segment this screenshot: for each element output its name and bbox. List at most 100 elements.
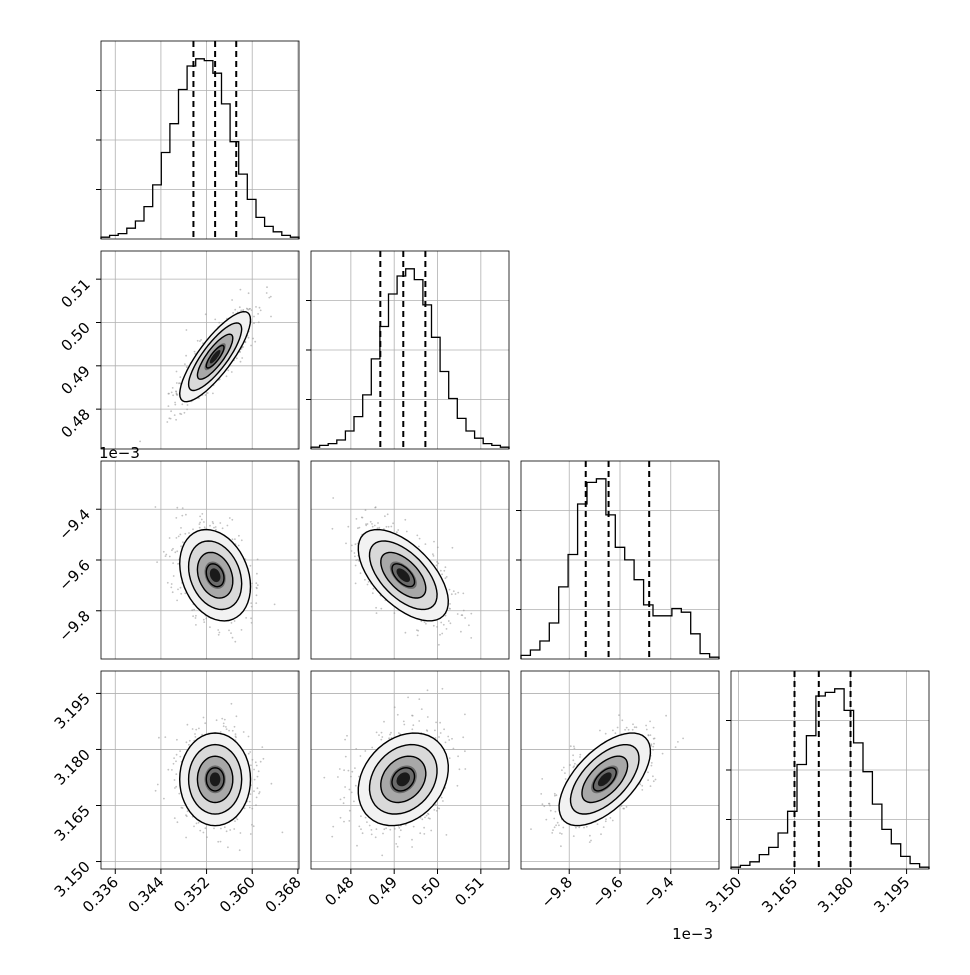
scatter-point <box>196 339 199 342</box>
scatter-point <box>652 780 655 783</box>
scatter-point <box>403 723 406 726</box>
density-fill-4 <box>209 568 221 583</box>
scatter-point <box>358 526 361 529</box>
scatter-point <box>228 629 230 632</box>
scatter-point <box>249 307 251 310</box>
scatter-point <box>348 809 351 812</box>
scatter-point <box>371 525 374 528</box>
scatter-point <box>366 523 369 525</box>
scatter-point <box>380 731 383 734</box>
scatter-point <box>370 833 373 836</box>
scatter-point <box>332 825 335 828</box>
scatter-point <box>252 337 255 340</box>
scatter-point <box>387 525 390 528</box>
scatter-point <box>221 717 224 720</box>
scatter-point <box>200 518 203 521</box>
scatter-point <box>166 581 169 584</box>
scatter-point <box>348 788 351 791</box>
scatter-point <box>168 555 171 558</box>
scatter-point <box>439 732 442 734</box>
scatter-point <box>444 741 447 744</box>
scatter-point <box>564 772 566 774</box>
scatter-point <box>185 329 188 331</box>
scatter-point <box>612 729 614 732</box>
scatter-point <box>239 351 242 353</box>
scatter-point <box>458 768 461 771</box>
density-panel-1-0 <box>100 250 300 450</box>
scatter-point <box>193 608 196 611</box>
scatter-point <box>462 592 465 595</box>
scatter-point <box>572 754 574 757</box>
x-tick-label: −9.8 <box>538 873 576 911</box>
scatter-point <box>464 713 466 716</box>
scatter-point <box>339 798 342 801</box>
scatter-point <box>218 321 221 324</box>
scatter-point <box>238 534 240 537</box>
scatter-point <box>164 736 167 738</box>
scatter-point <box>156 783 159 786</box>
scatter-point <box>425 622 427 625</box>
scatter-point <box>194 617 197 619</box>
scatter-point <box>179 586 182 589</box>
scatter-point <box>416 534 419 537</box>
scatter-point <box>569 745 572 748</box>
scatter-point <box>235 357 238 360</box>
scatter-point <box>392 522 394 525</box>
scatter-point <box>347 769 350 772</box>
hist-panel-0 <box>96 40 300 240</box>
scatter-point <box>674 746 677 748</box>
scatter-point <box>180 527 182 529</box>
scatter-point <box>250 764 252 767</box>
scatter-point <box>204 827 207 830</box>
scatter-point <box>385 827 387 830</box>
y-tick-label: 3.180 <box>51 746 94 789</box>
scatter-point <box>647 779 649 781</box>
scatter-point <box>460 614 463 616</box>
scatter-point <box>234 733 237 735</box>
scatter-point <box>360 828 362 831</box>
scatter-point <box>226 524 229 527</box>
scatter-point <box>238 849 241 852</box>
scatter-point <box>252 825 255 828</box>
scatter-point <box>427 817 430 819</box>
scatter-point <box>186 408 189 411</box>
scatter-point <box>559 832 561 834</box>
scatter-point <box>364 509 367 511</box>
scatter-points <box>139 286 272 443</box>
scatter-point <box>417 629 420 632</box>
scatter-point <box>247 752 250 755</box>
scatter-point <box>460 630 462 633</box>
scatter-point <box>411 714 414 717</box>
scatter-point <box>639 783 642 786</box>
scatter-point <box>258 306 261 309</box>
scatter-point <box>199 829 202 832</box>
scatter-point <box>432 553 434 556</box>
scatter-point <box>265 292 268 294</box>
scatter-point <box>245 664 247 666</box>
scatter-point <box>164 555 167 557</box>
scatter-point <box>464 768 467 770</box>
scatter-point <box>416 634 419 637</box>
scatter-point <box>443 569 446 572</box>
scatter-point <box>176 821 179 824</box>
scatter-point <box>354 543 357 546</box>
scatter-point <box>444 566 447 569</box>
scatter-point <box>357 559 360 562</box>
scatter-point <box>253 322 255 325</box>
scatter-point <box>398 835 401 838</box>
scatter-point <box>257 770 260 773</box>
scatter-point <box>439 633 441 636</box>
scatter-point <box>449 607 451 610</box>
scatter-point <box>170 410 173 413</box>
scatter-point <box>433 809 436 811</box>
scatter-point <box>555 794 558 797</box>
scatter-point <box>357 527 359 530</box>
scatter-point <box>234 820 236 822</box>
contour-line-3 <box>178 732 252 827</box>
scatter-point <box>574 762 576 765</box>
scatter-point <box>375 612 378 614</box>
histogram-2 <box>520 478 720 659</box>
scatter-point <box>175 753 178 756</box>
scatter-point <box>337 776 339 778</box>
